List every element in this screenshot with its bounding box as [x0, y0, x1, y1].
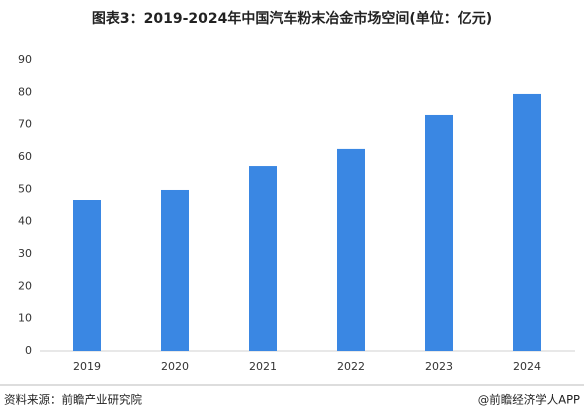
x-tick-label: 2024 [513, 360, 541, 373]
chart-title: 图表3：2019-2024年中国汽车粉末冶金市场空间(单位：亿元) [92, 10, 492, 27]
y-tick-label: 10 [18, 312, 32, 325]
y-tick-label: 40 [18, 215, 32, 228]
bar [337, 148, 365, 351]
bar [73, 200, 101, 351]
bar [249, 166, 277, 351]
y-tick-label: 90 [18, 53, 32, 66]
x-tick-label: 2020 [161, 360, 189, 373]
y-tick-label: 80 [18, 85, 32, 98]
y-tick-label: 0 [25, 344, 32, 357]
x-tick-label: 2021 [249, 360, 277, 373]
x-tick-label: 2022 [337, 360, 365, 373]
bar [161, 189, 189, 351]
x-tick-label: 2019 [73, 360, 101, 373]
source: 资料来源：前瞻产业研究院 [4, 393, 142, 407]
y-tick-label: 30 [18, 247, 32, 260]
x-tick-label: 2023 [425, 360, 453, 373]
y-tick-label: 60 [18, 150, 32, 163]
credit: @前瞻经济学人APP [478, 393, 580, 407]
y-tick-label: 70 [18, 118, 32, 131]
y-tick-label: 50 [18, 182, 32, 195]
bar [425, 114, 453, 351]
bar [513, 93, 541, 351]
y-tick-label: 20 [18, 279, 32, 292]
